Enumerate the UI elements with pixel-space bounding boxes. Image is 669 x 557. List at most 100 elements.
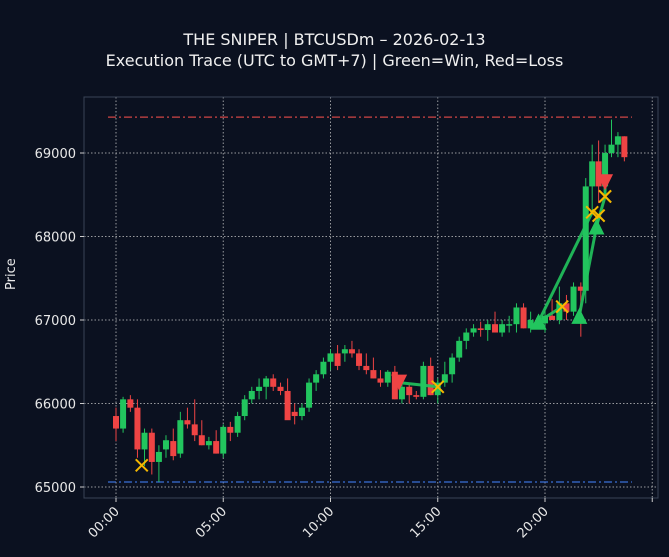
x-tick-label: 20:00 xyxy=(515,504,552,541)
candle-body xyxy=(291,411,298,417)
candle-body xyxy=(155,451,162,462)
candle-body xyxy=(570,286,577,312)
candle-body xyxy=(563,303,570,312)
candle-body xyxy=(449,357,456,375)
x-tick-label: 05:00 xyxy=(193,504,230,541)
exit-x-icon xyxy=(135,458,149,472)
candle-body xyxy=(413,395,420,397)
candle-body xyxy=(234,416,241,433)
x-tick-label: 00:00 xyxy=(86,504,123,541)
candle-body xyxy=(520,307,527,329)
candle-body xyxy=(602,153,609,187)
candle-body xyxy=(621,136,628,158)
candle-body xyxy=(470,328,477,333)
candle-body xyxy=(595,161,602,187)
candle-body xyxy=(134,407,141,450)
y-tick-label: 68000 xyxy=(35,231,76,246)
candles xyxy=(113,119,628,482)
reference-lines xyxy=(108,116,632,483)
candle-body xyxy=(434,382,441,396)
candle-body xyxy=(320,361,327,375)
candle-body xyxy=(148,432,155,462)
exit-x-icon xyxy=(431,380,445,394)
candle-body xyxy=(556,303,563,320)
candle-body xyxy=(406,386,413,396)
y-tick-label: 66000 xyxy=(35,398,76,413)
candle-body xyxy=(127,399,134,408)
grid-lines xyxy=(84,97,658,498)
candle-body xyxy=(477,328,484,331)
candle-body xyxy=(484,324,491,331)
candle-body xyxy=(589,161,596,187)
candle-body xyxy=(256,386,263,391)
trade-path-line xyxy=(537,211,594,323)
candle-body xyxy=(542,315,548,324)
candle-body xyxy=(370,370,377,379)
candle-body xyxy=(384,371,391,383)
candle-body xyxy=(577,286,584,291)
y-axis-ticks: 65000 66000 67000 68000 69000 xyxy=(35,147,84,496)
candle-body xyxy=(205,441,212,446)
candle-body xyxy=(113,416,119,429)
candle-body xyxy=(270,378,277,387)
candle-body xyxy=(313,374,320,383)
candle-body xyxy=(334,353,341,366)
candle-body xyxy=(391,371,398,400)
y-tick-label: 65000 xyxy=(35,481,76,496)
x-tick-label: 15:00 xyxy=(407,504,444,541)
candle-body xyxy=(363,365,370,371)
candle-body xyxy=(327,353,334,362)
trade-path-line xyxy=(398,381,438,389)
candle-body xyxy=(456,340,463,358)
candle-body xyxy=(441,374,448,383)
candle-body xyxy=(348,349,355,354)
short-entry-triangle-icon xyxy=(597,174,614,191)
candle-body xyxy=(398,386,405,400)
candle-body xyxy=(184,420,191,425)
trade-path-line xyxy=(537,305,563,323)
candle-body xyxy=(420,365,427,397)
plot-frame xyxy=(83,96,659,499)
y-tick-label: 67000 xyxy=(35,314,76,329)
candle-body xyxy=(549,315,556,320)
candle-body xyxy=(141,432,148,450)
candle-body xyxy=(527,320,534,329)
candle-body xyxy=(120,399,127,429)
exit-x-icon xyxy=(591,208,606,223)
x-axis-ticks: 00:00 05:00 10:00 15:00 20:00 xyxy=(86,498,653,541)
candle-body xyxy=(220,426,227,454)
candle-body xyxy=(263,378,270,387)
candle-body xyxy=(582,186,589,291)
candle-body xyxy=(177,420,184,454)
candle-body xyxy=(191,424,198,436)
candle-body xyxy=(341,349,348,354)
long-entry-triangle-icon xyxy=(571,307,588,324)
candle-body xyxy=(506,324,513,326)
exit-x-icon xyxy=(585,205,599,219)
exit-x-icon xyxy=(555,299,569,314)
chart-title-line1: THE SNIPER | BTCUSDm – 2026-02-13 xyxy=(183,30,486,49)
short-entry-triangle-icon xyxy=(391,374,408,391)
candle-body xyxy=(608,144,615,153)
candle-body xyxy=(492,324,499,333)
candle-body xyxy=(213,441,220,454)
candle-body xyxy=(227,426,234,433)
chart-title-line2: Execution Trace (UTC to GMT+7) | Green=W… xyxy=(105,51,564,70)
long-entry-triangle-icon xyxy=(588,218,605,235)
candle-body xyxy=(162,440,169,450)
long-entry-triangle-icon xyxy=(530,313,547,330)
candle-body xyxy=(463,332,470,341)
candle-body xyxy=(513,307,520,325)
candle-body xyxy=(277,386,284,391)
candle-body xyxy=(170,441,177,457)
candle-body xyxy=(499,324,506,333)
candle-body xyxy=(248,390,255,400)
candle-body xyxy=(306,382,313,408)
candle-body xyxy=(427,365,434,396)
y-tick-label: 69000 xyxy=(35,147,76,162)
candle-body xyxy=(377,378,384,383)
x-tick-label: 10:00 xyxy=(300,504,337,541)
candle-body xyxy=(284,390,291,421)
exit-x-icon xyxy=(598,189,612,204)
candle-body xyxy=(356,353,363,366)
